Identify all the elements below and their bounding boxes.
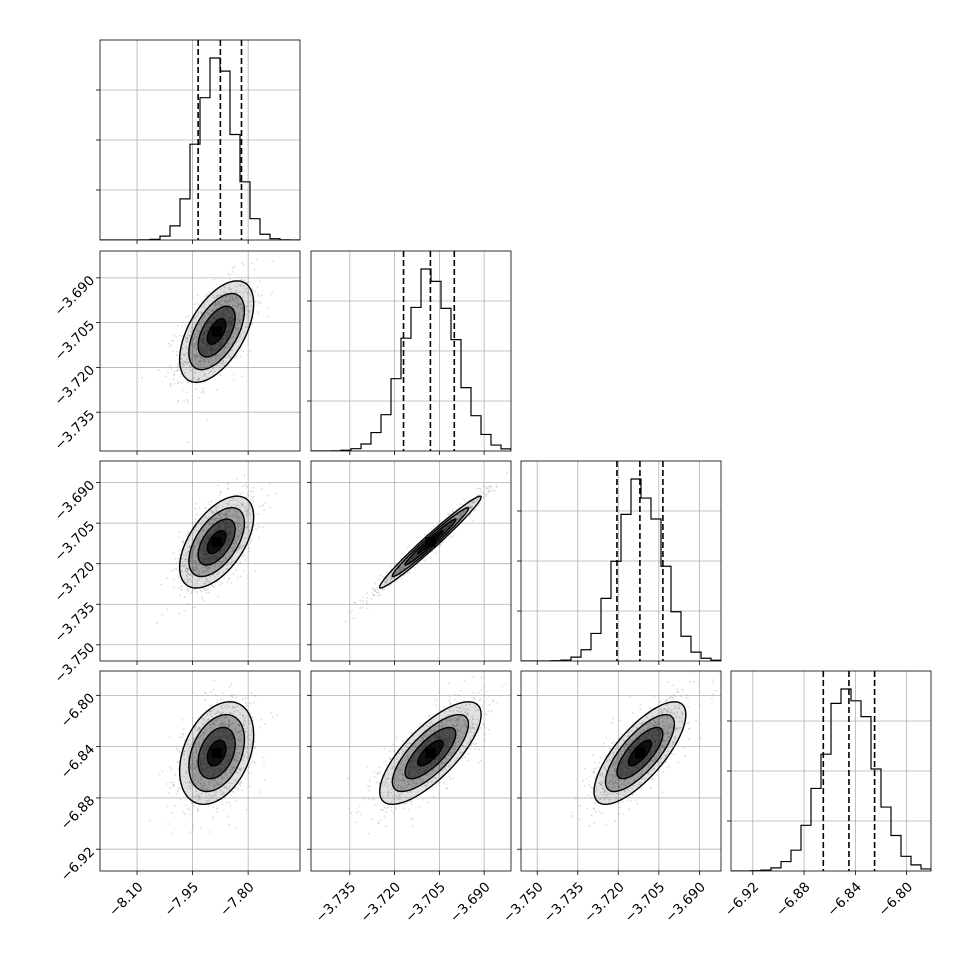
density-contour [206, 318, 227, 346]
density-contour [188, 292, 246, 371]
panel-frame [99, 250, 301, 452]
panel-2-2 [517, 460, 722, 665]
panel-1-1 [307, 250, 512, 455]
tick-label-y: −3.690 [52, 477, 99, 524]
panel-1-0: −3.735−3.720−3.705−3.690 [52, 250, 301, 455]
panel-3-1: −3.735−3.720−3.705−3.690 [307, 670, 512, 926]
panel-3-2: −3.750−3.735−3.720−3.705−3.690 [500, 670, 722, 926]
density-peak [211, 326, 222, 337]
density-contour [404, 518, 457, 566]
density-contour [206, 739, 227, 767]
density-contour [188, 713, 246, 793]
tick-label-y: −6.84 [58, 741, 99, 782]
histogram-3 [731, 688, 931, 871]
density-peak [211, 748, 222, 759]
density-peak [211, 537, 222, 548]
panel-frame [730, 670, 932, 872]
tick-label-x: −3.735 [541, 879, 588, 926]
density-contour [404, 726, 457, 780]
density-contour [197, 726, 236, 780]
density-peak [425, 748, 436, 759]
histogram-1 [311, 268, 511, 451]
panel-0-0 [96, 39, 301, 244]
tick-label-y: −6.88 [58, 793, 99, 834]
panel-frame [310, 250, 512, 452]
panel-frame [520, 670, 722, 872]
tick-label-x: −3.705 [402, 879, 449, 926]
density-contour [378, 495, 482, 589]
panel-2-1 [307, 460, 512, 665]
tick-label-x: −3.705 [622, 879, 669, 926]
density-contour [627, 739, 653, 767]
tick-label-x: −6.84 [824, 879, 865, 920]
density-contour [178, 280, 255, 384]
panel-frame [310, 670, 512, 872]
tick-label-x: −3.750 [500, 879, 547, 926]
tick-label-y: −3.720 [52, 559, 99, 606]
tick-label-x: −6.88 [773, 879, 814, 920]
density-peak [425, 537, 436, 548]
panel-3-3: −6.92 −6.88 −6.84 −6.80 [722, 670, 932, 920]
tick-label-x: −3.720 [581, 879, 628, 926]
panel-frame [99, 39, 301, 241]
panel-frame [520, 460, 722, 662]
panel-3-0: −8.10 −7.95 −7.80 −6.92 −6.88 −6.84 −6.80 [58, 670, 301, 920]
tick-label-x: −7.95 [162, 879, 203, 920]
tick-label-y: −3.705 [52, 518, 99, 565]
density-contour [391, 506, 470, 578]
density-contour [188, 506, 246, 578]
density-peak [634, 748, 645, 759]
density-contour [416, 739, 444, 767]
density-contour [616, 726, 664, 780]
density-contour [197, 518, 236, 566]
tick-label-y: −3.750 [52, 640, 99, 687]
density-contour [593, 701, 687, 806]
tick-label-y: −3.720 [52, 362, 99, 409]
tick-label-y: −6.80 [58, 690, 99, 731]
tick-label-y: −3.735 [52, 407, 99, 454]
tick-label-y: −3.735 [52, 599, 99, 646]
tick-label-x: −3.720 [357, 879, 404, 926]
tick-label-x: −3.690 [662, 879, 709, 926]
tick-label-y: −3.705 [52, 317, 99, 364]
tick-label-x: −6.92 [722, 879, 763, 920]
density-contour [391, 713, 470, 793]
histogram-0 [100, 57, 300, 240]
tick-label-x: −3.735 [313, 879, 360, 926]
tick-label-x: −7.80 [217, 879, 258, 920]
panel-frame [310, 460, 512, 662]
tick-label-y: −3.690 [52, 273, 99, 320]
panel-frame [99, 460, 301, 662]
tick-label-y: −6.92 [58, 844, 99, 885]
tick-label-x: −8.10 [106, 879, 147, 920]
panel-2-0: −3.750−3.735−3.720−3.705−3.690 [52, 460, 301, 687]
tick-label-x: −6.80 [876, 879, 917, 920]
tick-label-x: −3.690 [447, 879, 494, 926]
density-contour [178, 701, 255, 806]
histogram-2 [521, 478, 721, 661]
density-contour [378, 701, 482, 806]
density-contour [206, 529, 227, 555]
density-contour [416, 529, 444, 555]
density-contour [178, 495, 255, 589]
density-contour [604, 713, 676, 793]
density-contour [197, 305, 236, 358]
panel-frame [99, 670, 301, 872]
